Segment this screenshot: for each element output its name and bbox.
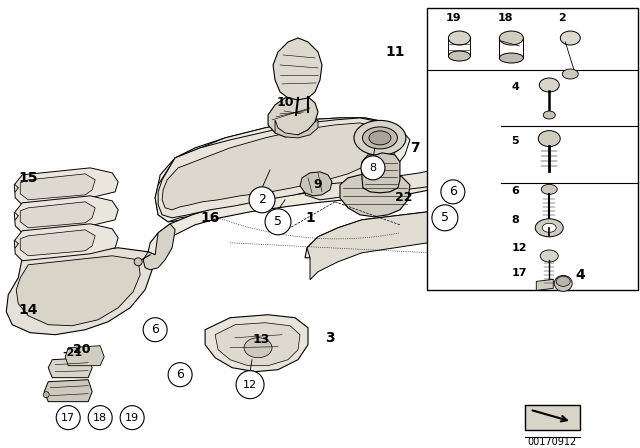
Circle shape bbox=[236, 370, 264, 399]
Ellipse shape bbox=[362, 127, 397, 149]
Text: 19: 19 bbox=[445, 13, 461, 23]
Polygon shape bbox=[65, 346, 104, 366]
Polygon shape bbox=[205, 315, 308, 372]
Polygon shape bbox=[428, 8, 639, 290]
Circle shape bbox=[432, 205, 458, 231]
Polygon shape bbox=[14, 224, 118, 261]
Circle shape bbox=[88, 405, 112, 430]
Polygon shape bbox=[20, 230, 95, 256]
Text: 12: 12 bbox=[511, 243, 527, 253]
Circle shape bbox=[249, 187, 275, 213]
Polygon shape bbox=[305, 105, 588, 200]
Text: 18: 18 bbox=[93, 413, 108, 422]
Circle shape bbox=[120, 405, 144, 430]
Polygon shape bbox=[275, 120, 318, 138]
Text: 2: 2 bbox=[258, 194, 266, 207]
Text: 20: 20 bbox=[74, 343, 91, 356]
Ellipse shape bbox=[541, 185, 557, 194]
Ellipse shape bbox=[542, 223, 556, 233]
Text: 6: 6 bbox=[511, 186, 519, 196]
Text: 5: 5 bbox=[441, 211, 449, 224]
Polygon shape bbox=[155, 118, 405, 222]
Ellipse shape bbox=[449, 51, 470, 61]
Polygon shape bbox=[305, 175, 636, 258]
Text: 4: 4 bbox=[575, 268, 585, 282]
Polygon shape bbox=[155, 118, 410, 222]
Polygon shape bbox=[268, 95, 318, 137]
Polygon shape bbox=[20, 174, 95, 200]
Text: 17: 17 bbox=[511, 268, 527, 278]
Text: 15: 15 bbox=[19, 171, 38, 185]
Ellipse shape bbox=[499, 53, 524, 63]
Text: 14: 14 bbox=[19, 303, 38, 317]
Polygon shape bbox=[215, 323, 300, 366]
Text: 3: 3 bbox=[325, 331, 335, 345]
Polygon shape bbox=[44, 379, 92, 402]
Text: 22: 22 bbox=[395, 191, 413, 204]
Polygon shape bbox=[162, 123, 390, 210]
Text: 11: 11 bbox=[385, 45, 404, 59]
Polygon shape bbox=[340, 173, 410, 217]
Text: 18: 18 bbox=[497, 13, 513, 23]
Text: 13: 13 bbox=[253, 333, 270, 346]
Text: 5: 5 bbox=[274, 215, 282, 228]
Text: 6: 6 bbox=[151, 323, 159, 336]
Text: 10: 10 bbox=[276, 96, 294, 109]
Polygon shape bbox=[6, 248, 152, 335]
Ellipse shape bbox=[535, 219, 563, 237]
Circle shape bbox=[441, 180, 465, 204]
Ellipse shape bbox=[369, 131, 391, 145]
Polygon shape bbox=[148, 100, 583, 255]
Polygon shape bbox=[362, 153, 400, 193]
Polygon shape bbox=[14, 168, 118, 205]
Polygon shape bbox=[536, 280, 553, 290]
Text: 1: 1 bbox=[305, 211, 315, 225]
Text: 7: 7 bbox=[410, 141, 420, 155]
Polygon shape bbox=[16, 256, 140, 326]
Ellipse shape bbox=[540, 78, 559, 92]
Polygon shape bbox=[300, 172, 332, 196]
Ellipse shape bbox=[449, 31, 470, 45]
Circle shape bbox=[361, 156, 385, 180]
Text: 8: 8 bbox=[369, 163, 376, 173]
Circle shape bbox=[265, 209, 291, 235]
Text: 17: 17 bbox=[61, 413, 76, 422]
Polygon shape bbox=[158, 118, 400, 218]
Circle shape bbox=[56, 405, 80, 430]
Polygon shape bbox=[143, 224, 175, 270]
Ellipse shape bbox=[556, 276, 570, 286]
Circle shape bbox=[143, 318, 167, 342]
Text: 6: 6 bbox=[176, 368, 184, 381]
Circle shape bbox=[168, 363, 192, 387]
Text: 16: 16 bbox=[200, 211, 220, 225]
Ellipse shape bbox=[560, 31, 580, 45]
Ellipse shape bbox=[44, 392, 49, 398]
Polygon shape bbox=[273, 38, 322, 100]
Polygon shape bbox=[307, 175, 636, 280]
Text: 2: 2 bbox=[558, 13, 566, 23]
Text: 19: 19 bbox=[125, 413, 140, 422]
Ellipse shape bbox=[354, 121, 406, 155]
Ellipse shape bbox=[543, 111, 556, 119]
Text: 00170912: 00170912 bbox=[527, 437, 577, 447]
Text: 12: 12 bbox=[243, 379, 257, 390]
Text: 5: 5 bbox=[511, 136, 519, 146]
Ellipse shape bbox=[563, 69, 579, 79]
Text: 8: 8 bbox=[511, 215, 519, 225]
Ellipse shape bbox=[244, 338, 272, 358]
Ellipse shape bbox=[538, 131, 560, 146]
Text: 4: 4 bbox=[511, 82, 519, 92]
Text: -21: -21 bbox=[62, 348, 83, 358]
Text: 6: 6 bbox=[449, 185, 457, 198]
Polygon shape bbox=[14, 196, 118, 233]
Polygon shape bbox=[525, 405, 580, 430]
Ellipse shape bbox=[540, 250, 558, 262]
Polygon shape bbox=[48, 358, 92, 378]
Polygon shape bbox=[20, 202, 95, 228]
Ellipse shape bbox=[134, 258, 142, 266]
Ellipse shape bbox=[554, 276, 572, 291]
Text: 9: 9 bbox=[314, 178, 323, 191]
Ellipse shape bbox=[499, 31, 524, 45]
